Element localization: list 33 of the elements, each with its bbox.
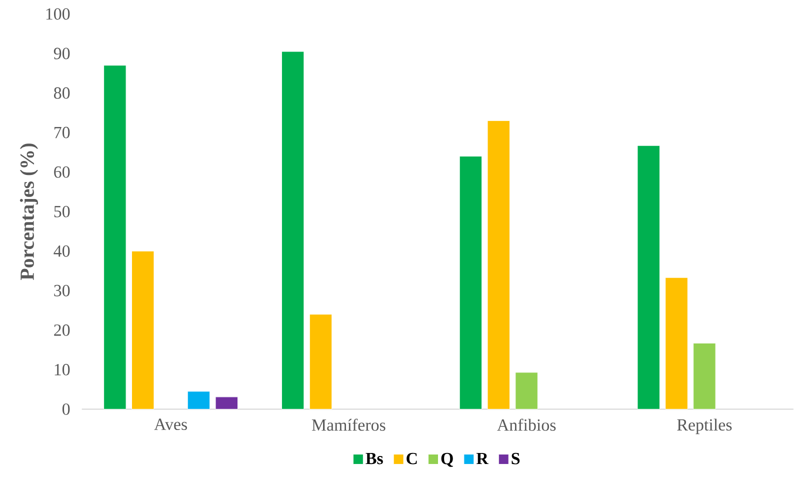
legend-label: Q (441, 452, 453, 467)
y-axis-title: Porcentajes (%) (20, 144, 38, 280)
y-tick-label: 30 (54, 284, 70, 296)
y-tick-label: 40 (54, 245, 70, 257)
y-tick-label: 100 (46, 8, 70, 20)
x-tick-label: Anfibios (497, 418, 556, 431)
bar (515, 372, 538, 410)
y-tick-label: 80 (54, 87, 70, 99)
y-tick-label: 10 (54, 364, 70, 376)
y-tick-label: 70 (54, 126, 70, 138)
bar (637, 145, 660, 410)
bar (187, 391, 210, 410)
bar (104, 65, 126, 410)
x-tick-label: Reptiles (677, 418, 732, 434)
legend-label: R (476, 452, 489, 464)
x-tick-label: Aves (154, 418, 187, 430)
legend-label: S (512, 452, 520, 464)
bar (215, 396, 238, 410)
bar (665, 277, 688, 410)
y-tick-label: 60 (54, 166, 70, 178)
y-tick-label: 50 (54, 206, 70, 218)
legend-label: Bs (366, 452, 383, 464)
legend-label: C (406, 452, 417, 464)
x-tick-label: Mamíferos (312, 418, 386, 431)
bar (459, 156, 482, 410)
bar (281, 51, 304, 410)
bar (309, 314, 332, 410)
bar (131, 250, 154, 410)
y-tick-label: 90 (54, 48, 70, 60)
bar (693, 342, 716, 410)
y-tick-label: 20 (54, 324, 70, 336)
y-tick-label: 0 (62, 403, 70, 415)
bar (487, 120, 510, 410)
